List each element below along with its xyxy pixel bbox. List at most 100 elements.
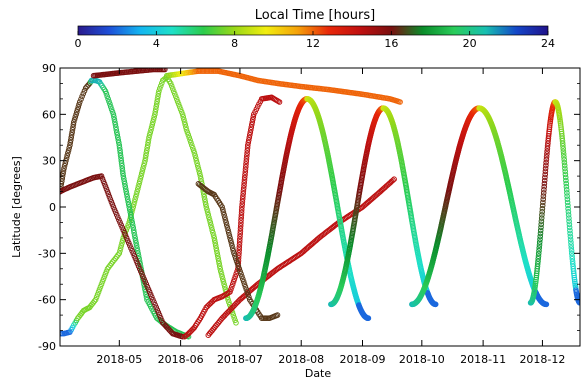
data-point — [157, 314, 164, 321]
data-point — [91, 298, 98, 305]
data-point — [175, 101, 182, 107]
data-point — [562, 168, 569, 175]
data-point — [225, 296, 231, 303]
data-point — [133, 258, 140, 264]
data-point — [536, 245, 543, 251]
data-point — [237, 225, 244, 232]
data-point — [564, 199, 571, 206]
data-point — [173, 96, 180, 102]
data-point — [168, 83, 175, 89]
data-point — [230, 278, 237, 285]
data-point — [566, 224, 573, 231]
data-point — [543, 162, 549, 169]
data-point — [221, 211, 227, 218]
data-point — [238, 220, 244, 226]
data-point — [119, 165, 126, 172]
data-point — [103, 186, 110, 192]
data-point — [182, 121, 188, 128]
data-point — [221, 281, 227, 288]
data-point — [210, 229, 216, 236]
y-axis: -90 -60 -30 0 30 60 90 — [38, 62, 580, 353]
data-point — [536, 247, 542, 254]
data-point — [566, 218, 572, 224]
data-point — [571, 276, 578, 283]
data-point — [117, 245, 124, 251]
data-point — [172, 93, 179, 100]
plot-frame — [59, 67, 581, 347]
data-point — [274, 312, 281, 318]
data-point — [239, 201, 245, 208]
data-point — [115, 214, 121, 221]
y-tick-label: 60 — [42, 108, 56, 121]
data-point — [73, 111, 79, 118]
data-point — [127, 211, 134, 218]
data-point — [139, 271, 145, 277]
data-point — [129, 219, 135, 226]
data-point — [544, 143, 551, 149]
data-point — [128, 217, 135, 223]
data-point — [215, 258, 222, 264]
y-tick-label: -90 — [38, 340, 56, 353]
data-point — [124, 196, 131, 203]
data-point — [120, 170, 126, 177]
data-point — [202, 199, 209, 205]
data-point — [543, 301, 550, 308]
data-point — [140, 273, 146, 280]
data-point — [238, 217, 244, 224]
data-point — [116, 250, 123, 257]
data-point — [121, 175, 127, 182]
data-point — [195, 165, 202, 172]
data-point — [78, 96, 84, 102]
data-point — [134, 260, 141, 267]
data-point — [537, 236, 543, 243]
data-point — [569, 253, 575, 260]
data-point — [147, 291, 154, 298]
data-point — [234, 260, 241, 267]
data-point — [240, 190, 246, 197]
x-tick-label: 2018-06 — [158, 353, 204, 366]
data-point — [100, 276, 107, 282]
data-point — [211, 235, 217, 241]
data-point — [544, 151, 550, 157]
data-point — [126, 206, 133, 213]
data-point — [241, 281, 248, 288]
data-point — [193, 155, 199, 161]
data-point — [246, 134, 253, 141]
data-point — [208, 224, 215, 231]
data-point — [193, 157, 200, 164]
data-point — [143, 152, 149, 159]
x-tick-label: 2018-07 — [217, 353, 263, 366]
data-point — [111, 114, 117, 120]
y-tick-label: 30 — [42, 155, 56, 168]
data-point — [153, 304, 159, 311]
data-point — [134, 248, 141, 254]
data-point — [241, 174, 248, 181]
data-point — [103, 90, 110, 97]
data-point — [179, 111, 186, 118]
data-point — [571, 274, 578, 281]
data-point — [198, 175, 204, 182]
data-point — [244, 153, 250, 159]
data-point — [144, 145, 150, 151]
y-axis-title: Latitude [degrees] — [10, 156, 23, 258]
data-point — [194, 160, 200, 166]
data-point — [534, 261, 541, 267]
data-point — [171, 90, 178, 97]
data-point — [178, 109, 185, 115]
data-point — [222, 217, 229, 223]
data-point — [565, 202, 571, 209]
data-point — [220, 278, 227, 285]
data-point — [535, 253, 542, 260]
data-point — [249, 119, 256, 125]
data-point — [214, 253, 221, 259]
data-point — [242, 166, 249, 173]
data-point — [119, 163, 125, 169]
data-point — [565, 209, 572, 215]
data-point — [565, 212, 572, 218]
data-point — [140, 165, 146, 172]
data-point — [99, 175, 106, 182]
data-point — [61, 163, 68, 169]
data-point — [229, 245, 236, 251]
data-point — [112, 119, 118, 125]
data-point — [131, 229, 137, 236]
